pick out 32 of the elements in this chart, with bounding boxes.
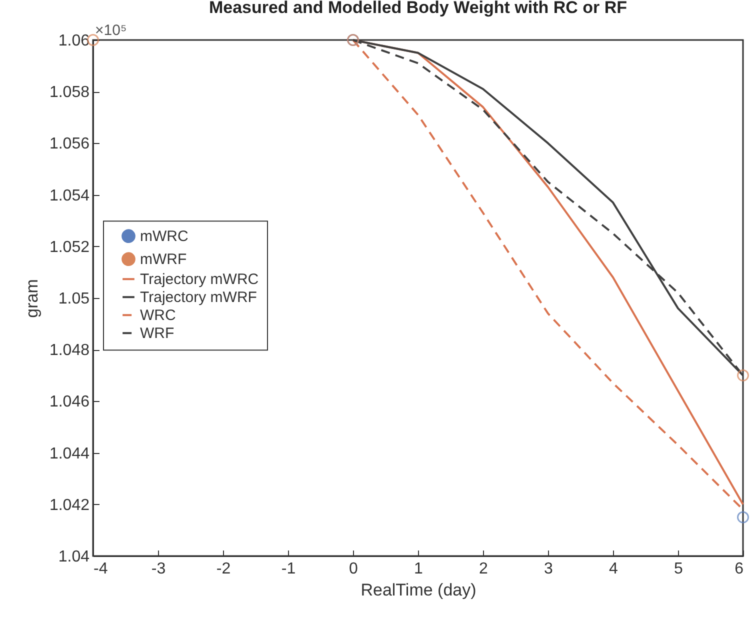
x-tick-label: -3	[151, 560, 166, 578]
x-axis-title: RealTime (day)	[360, 580, 476, 600]
x-tick-label: 2	[479, 560, 488, 578]
y-tick-label: 1.052	[49, 238, 90, 256]
chart-title: Measured and Modelled Body Weight with RC or RF	[208, 0, 628, 17]
legend-label: WRC	[140, 307, 176, 324]
x-tick-label: 3	[544, 560, 554, 578]
y-tick-label: 1.044	[49, 445, 90, 462]
y-tick-label: 1.04	[58, 548, 90, 566]
y-tick-label: 1.046	[49, 394, 90, 411]
x-tick-label: -4	[94, 560, 108, 578]
x-tick-label: 5	[674, 560, 684, 578]
legend-label: mWRC	[140, 228, 188, 246]
x-tick-label: -1	[281, 560, 296, 578]
y-tick-label: 1.056	[49, 136, 90, 153]
x-tick-label: 6	[734, 560, 744, 578]
y-tick-label: 1.05	[58, 290, 90, 308]
y-tick-label: 1.042	[49, 496, 90, 514]
legend-label: mWRF	[140, 251, 187, 268]
y-tick-label: 1.06	[58, 32, 90, 50]
y-tick-label: 1.048	[49, 342, 90, 360]
x-tick-label: -2	[216, 560, 231, 578]
legend-label: Trajectory mWRC	[140, 271, 259, 288]
text: ×10⁵	[95, 22, 127, 39]
legend-label: Trajectory mWRF	[140, 289, 257, 306]
x-tick-label: 1	[414, 560, 424, 578]
y-axis-title: gram	[22, 279, 42, 318]
x-tick-label: 0	[349, 560, 358, 578]
legend-label: WRF	[140, 325, 174, 342]
x-tick-label: 4	[609, 560, 618, 578]
y-tick-label: 1.054	[49, 187, 90, 204]
y-tick-label: 1.058	[49, 84, 90, 102]
